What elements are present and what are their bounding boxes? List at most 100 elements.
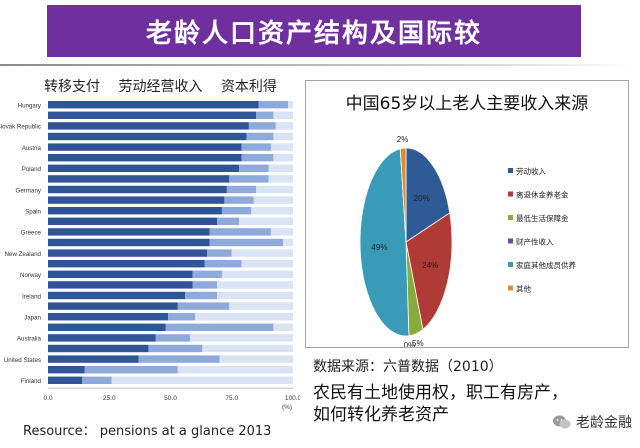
- bar-segment: [273, 132, 293, 141]
- pie-data-label: 2%: [397, 135, 409, 144]
- legend-work: 劳动经营收入: [118, 79, 203, 95]
- bar-segment: [155, 334, 191, 342]
- bar-segment: [48, 249, 208, 257]
- bar-segment: [48, 344, 149, 353]
- bar-segment: [48, 101, 259, 109]
- x-tick-label: 25.0: [103, 395, 116, 402]
- pie-data-label: 20%: [414, 194, 430, 203]
- bar-segment: [48, 281, 193, 289]
- bar-segment: [48, 111, 257, 119]
- category-label: Spain: [25, 209, 41, 216]
- legend-transfer: 转移支付: [44, 79, 100, 95]
- legend-label: 最低生活保障金: [516, 213, 569, 223]
- bar-segment: [253, 196, 293, 204]
- bar-segment: [111, 376, 293, 384]
- legend-label: 离退休金养老金: [516, 190, 569, 200]
- page-title-banner: 老龄人口资产结构及国际较: [47, 5, 581, 57]
- legend-swatch: [508, 262, 513, 267]
- bar-segment: [246, 132, 274, 141]
- bar-segment: [241, 260, 293, 268]
- bar-segment: [268, 175, 293, 183]
- bar-segment: [48, 154, 242, 162]
- category-label: Poland: [22, 166, 42, 173]
- bar-segment: [202, 344, 293, 353]
- x-tick-label: 50.0: [164, 395, 177, 402]
- category-label: Finland: [21, 378, 42, 385]
- bar-segment: [48, 122, 249, 130]
- legend-capital: 资本利得: [220, 79, 277, 95]
- bar-segment: [48, 355, 139, 363]
- bar-segment: [192, 281, 218, 289]
- legend-label: 家庭其他成员供养: [516, 260, 576, 270]
- divider: [0, 64, 640, 66]
- bar-segment: [275, 122, 293, 130]
- category-label: Ireland: [22, 293, 41, 300]
- bar-segment: [273, 111, 293, 119]
- pie-slice: [359, 148, 410, 337]
- bar-segment: [48, 143, 242, 151]
- bar-segment: [219, 355, 293, 363]
- bar-segment: [48, 217, 218, 225]
- legend-swatch: [508, 168, 513, 173]
- bar-segment: [229, 302, 293, 310]
- bar-segment: [217, 217, 240, 225]
- bar-segment: [221, 270, 293, 278]
- category-label: Australia: [17, 336, 42, 343]
- category-label: Norway: [20, 272, 42, 279]
- bar-segment: [177, 366, 293, 374]
- bar-segment: [48, 164, 240, 172]
- bar-segment: [248, 122, 276, 130]
- category-label: Germany: [16, 187, 42, 194]
- resource-note: Resource： pensions at a glance 2013: [23, 424, 272, 439]
- bar-segment: [195, 313, 293, 321]
- watermark-text: 老龄金融: [576, 415, 632, 431]
- pie-slice: [399, 147, 407, 243]
- bar-segment: [82, 376, 112, 384]
- pie-slice: [405, 147, 451, 243]
- bar-segment: [268, 164, 293, 172]
- legend-swatch: [508, 285, 513, 291]
- bar-segment: [241, 143, 271, 151]
- body-text: 农民有土地使用权，职工有房产，如何转化养老资产: [313, 383, 568, 425]
- bar-segment: [48, 196, 225, 204]
- bar-segment: [138, 355, 220, 363]
- bar-segment: [48, 270, 193, 278]
- legend-swatch: [508, 191, 513, 197]
- bar-segment: [217, 281, 293, 289]
- bar-segment: [288, 101, 293, 109]
- bar-segment: [48, 132, 247, 141]
- bar-segment: [165, 323, 274, 331]
- bar-segment: [231, 249, 293, 257]
- bar-segment: [251, 207, 293, 215]
- page-title: 老龄人口资产结构及国际较: [145, 18, 482, 49]
- wechat-icon: [553, 415, 571, 429]
- bar-segment: [207, 249, 232, 257]
- bar-segment: [204, 260, 242, 268]
- bar-segment: [226, 185, 257, 194]
- pie-data-label: 0%: [404, 341, 416, 347]
- bar-segment: [48, 323, 166, 331]
- bar-segment: [270, 143, 293, 151]
- bar-segment: [209, 228, 271, 236]
- bar-segment: [270, 228, 293, 236]
- bar-segment: [84, 366, 178, 374]
- bar-segment: [48, 313, 169, 321]
- pie-title: 中国65岁以上老人主要收入来源: [345, 94, 589, 114]
- bar-segment: [48, 175, 230, 183]
- bar-segment: [168, 313, 195, 321]
- bar-segment: [256, 185, 293, 194]
- bar-segment: [209, 238, 284, 247]
- category-label: Hungary: [18, 103, 42, 110]
- watermark: 老龄金融: [552, 412, 632, 432]
- bar-segment: [148, 344, 203, 353]
- x-tick-label: 0.0: [43, 395, 52, 402]
- pie-data-label: 24%: [422, 261, 438, 270]
- bar-segment: [239, 164, 269, 172]
- bar-segment: [48, 291, 186, 300]
- legend-swatch: [508, 238, 513, 244]
- bar-segment: [48, 334, 156, 342]
- income-pie-chart: 20% 24% 5%0% 49% 2% 劳动收入离退休金养老金最低生活保障金财产性收入家庭…: [359, 135, 576, 347]
- bar-segment: [48, 376, 83, 384]
- bar-segment: [239, 217, 293, 225]
- bar-segment: [185, 291, 218, 300]
